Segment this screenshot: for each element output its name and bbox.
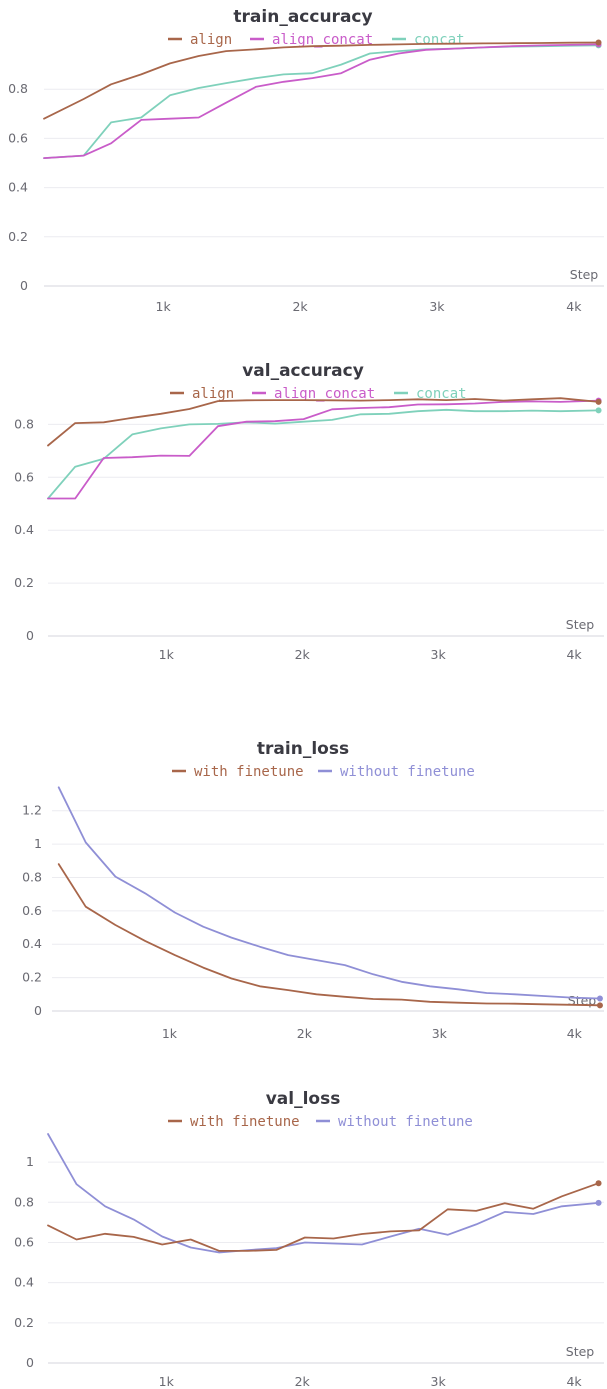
series-end-point[interactable] bbox=[595, 398, 602, 405]
y-tick-label: 0.6 bbox=[14, 469, 34, 484]
chart-title: val_loss bbox=[266, 1089, 341, 1109]
x-tick-label: 3k bbox=[432, 1026, 448, 1041]
y-tick-label: 1 bbox=[26, 1154, 34, 1169]
series-line-with-finetune[interactable] bbox=[47, 1182, 600, 1252]
legend-entry[interactable]: with finetune bbox=[190, 1114, 300, 1130]
y-tick-label: 1 bbox=[34, 836, 42, 851]
series-line-align-concat[interactable] bbox=[43, 43, 600, 160]
legend-entry[interactable]: without finetune bbox=[338, 1114, 473, 1130]
legend-entry[interactable]: without finetune bbox=[340, 764, 475, 780]
series-line-concat[interactable] bbox=[43, 44, 600, 160]
x-tick-label: 3k bbox=[431, 647, 447, 662]
legend-entry[interactable]: align_concat bbox=[274, 386, 375, 402]
y-tick-label: 0.8 bbox=[14, 1194, 34, 1209]
x-tick-label: 1k bbox=[162, 1026, 178, 1041]
chart-title: val_accuracy bbox=[242, 361, 364, 381]
series-line-without-finetune[interactable] bbox=[57, 786, 601, 1000]
series-end-point[interactable] bbox=[596, 1002, 603, 1009]
y-tick-label: 0.2 bbox=[22, 970, 42, 985]
legend-entry[interactable]: align bbox=[192, 386, 234, 402]
x-tick-label: 2k bbox=[292, 299, 308, 314]
x-tick-label: 4k bbox=[567, 1026, 583, 1041]
train-accuracy-chart: train_accuracy align align_concat concat 0 0.… bbox=[0, 0, 607, 320]
x-tick-label: 4k bbox=[566, 1374, 582, 1389]
y-tick-label: 0.8 bbox=[8, 81, 28, 96]
series-line-align-concat[interactable] bbox=[47, 399, 600, 500]
legend-entry[interactable]: align_concat bbox=[272, 32, 373, 48]
y-tick-label: 0 bbox=[20, 278, 28, 293]
series-end-point[interactable] bbox=[596, 995, 603, 1002]
chart-title: train_accuracy bbox=[233, 7, 372, 27]
x-axis-label: Step bbox=[570, 267, 599, 282]
y-tick-label: 0.6 bbox=[22, 903, 42, 918]
y-tick-label: 0.2 bbox=[8, 229, 28, 244]
series-end-point[interactable] bbox=[595, 1199, 602, 1206]
series-end-point[interactable] bbox=[595, 1180, 602, 1187]
x-tick-label: 3k bbox=[431, 1374, 447, 1389]
series-line-concat[interactable] bbox=[47, 408, 600, 500]
series-line-align[interactable] bbox=[47, 397, 600, 447]
x-axis-label: Step bbox=[566, 617, 595, 632]
x-tick-label: 4k bbox=[566, 647, 582, 662]
y-tick-label: 0 bbox=[34, 1003, 42, 1018]
y-tick-label: 0.4 bbox=[14, 1275, 34, 1290]
y-tick-label: 0.6 bbox=[8, 130, 28, 145]
x-tick-label: 1k bbox=[156, 299, 172, 314]
x-tick-label: 2k bbox=[297, 1026, 313, 1041]
y-tick-label: 1.2 bbox=[22, 803, 42, 818]
series-line-without-finetune[interactable] bbox=[47, 1133, 600, 1254]
x-axis-label: Step bbox=[566, 1344, 595, 1359]
y-tick-label: 0.6 bbox=[14, 1234, 34, 1249]
legend-entry[interactable]: align bbox=[190, 32, 232, 48]
y-tick-label: 0.8 bbox=[14, 416, 34, 431]
y-tick-label: 0.2 bbox=[14, 1315, 34, 1330]
y-tick-label: 0.8 bbox=[22, 869, 42, 884]
x-tick-label: 4k bbox=[566, 299, 582, 314]
y-tick-label: 0 bbox=[26, 1355, 34, 1370]
legend-entry[interactable]: with finetune bbox=[194, 764, 304, 780]
chart-title: train_loss bbox=[257, 739, 349, 759]
x-tick-label: 2k bbox=[295, 647, 311, 662]
y-tick-label: 0 bbox=[26, 628, 34, 643]
legend-entry[interactable]: concat bbox=[416, 386, 467, 402]
x-tick-label: 2k bbox=[295, 1374, 311, 1389]
series-line-with-finetune[interactable] bbox=[57, 863, 601, 1007]
x-tick-label: 1k bbox=[159, 1374, 175, 1389]
y-tick-label: 0.4 bbox=[8, 180, 28, 195]
y-tick-label: 0.4 bbox=[22, 936, 42, 951]
y-tick-label: 0.2 bbox=[14, 575, 34, 590]
x-tick-label: 1k bbox=[159, 647, 175, 662]
series-end-point[interactable] bbox=[595, 39, 602, 46]
legend-entry[interactable]: concat bbox=[414, 32, 465, 48]
y-tick-label: 0.4 bbox=[14, 522, 34, 537]
x-tick-label: 3k bbox=[429, 299, 445, 314]
series-line-align[interactable] bbox=[43, 41, 600, 120]
series-end-point[interactable] bbox=[595, 407, 602, 414]
